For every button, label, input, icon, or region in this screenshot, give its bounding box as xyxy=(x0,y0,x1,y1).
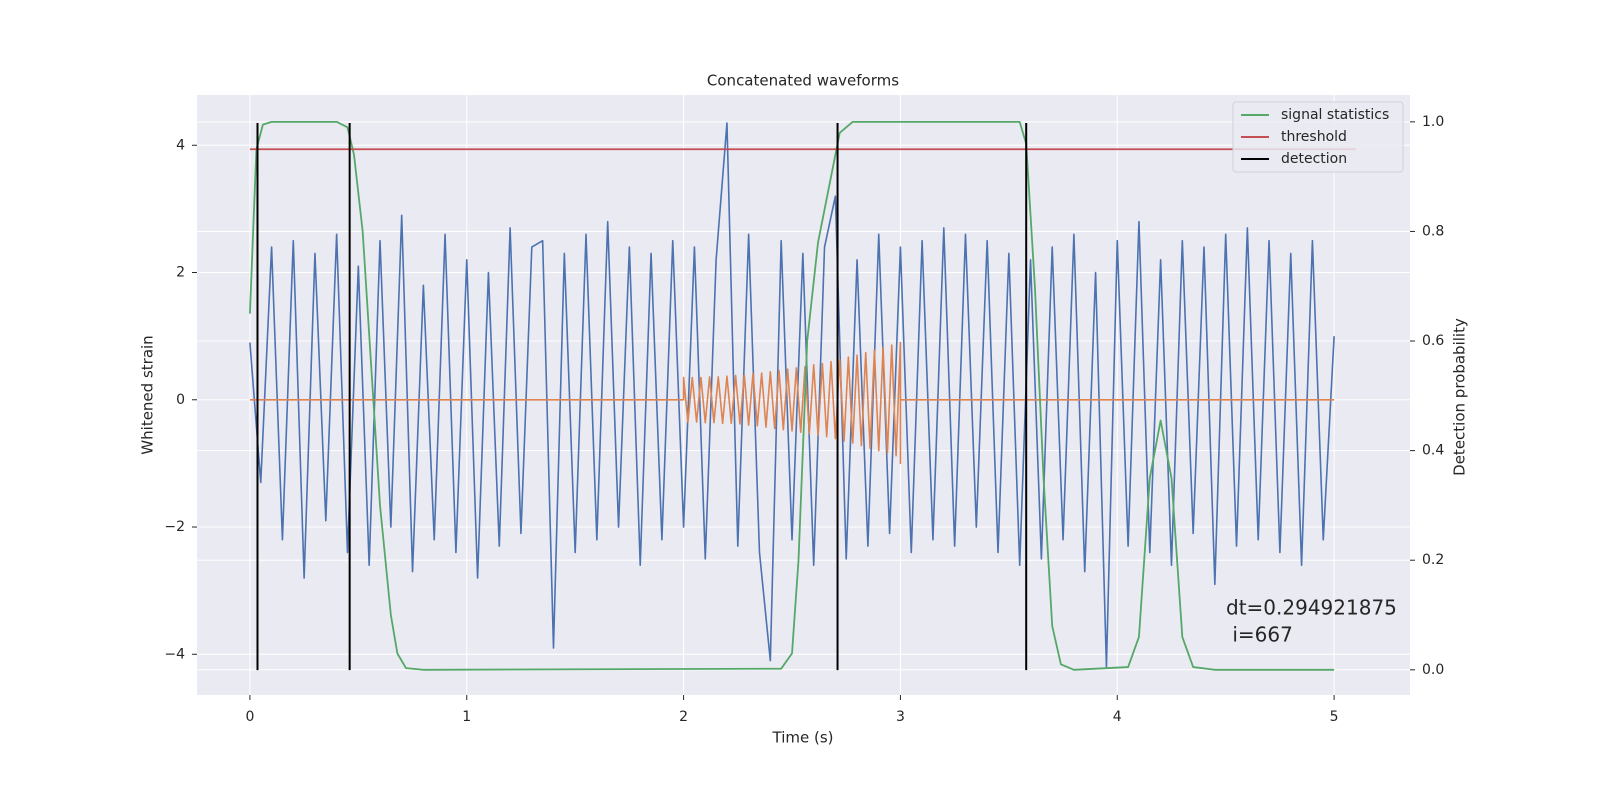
legend-label: threshold xyxy=(1281,129,1347,145)
y2-tick-label: 0.8 xyxy=(1422,223,1444,239)
legend-label: detection xyxy=(1281,151,1347,167)
y-tick-label: −4 xyxy=(164,646,185,662)
legend-box xyxy=(1232,101,1404,173)
y-tick-label: −2 xyxy=(164,519,185,535)
x-tick-label: 4 xyxy=(1113,709,1122,725)
y2-tick-label: 0.2 xyxy=(1422,552,1444,568)
series-line xyxy=(249,120,1335,671)
y2-tick-label: 1.0 xyxy=(1422,114,1444,130)
y-tick-label: 4 xyxy=(176,137,185,153)
y-tick-label: 0 xyxy=(176,392,185,408)
x-tick-label: 5 xyxy=(1330,709,1339,725)
chart-title: Concatenated waveforms xyxy=(707,72,899,90)
labels: 0 1 2 3 4 5 −4 −2 0 2 4 0.0 0.2 0.4 0.6 0.8 1.0 xyxy=(164,114,1444,725)
x-tick-label: 2 xyxy=(679,709,688,725)
annotation: dt=0.294921875 xyxy=(1226,596,1397,620)
y-axis-label: Whitened strain xyxy=(139,335,157,454)
legend: signal statistics threshold detection xyxy=(1232,101,1404,173)
x-tick-label: 1 xyxy=(462,709,471,725)
y2-tick-label: 0.0 xyxy=(1422,662,1444,678)
y2-axis-label: Detection probability xyxy=(1451,318,1469,476)
series-line xyxy=(249,341,1335,465)
y-tick-label: 2 xyxy=(176,265,185,281)
y2-tick-label: 0.4 xyxy=(1422,443,1444,459)
annotation: i=667 xyxy=(1226,623,1293,647)
x-axis-label: Time (s) xyxy=(772,729,834,747)
y2-tick-label: 0.6 xyxy=(1422,333,1444,349)
legend-label: signal statistics xyxy=(1281,107,1389,123)
x-tick-label: 0 xyxy=(245,709,254,725)
marks xyxy=(249,120,1356,671)
x-tick-label: 3 xyxy=(896,709,905,725)
